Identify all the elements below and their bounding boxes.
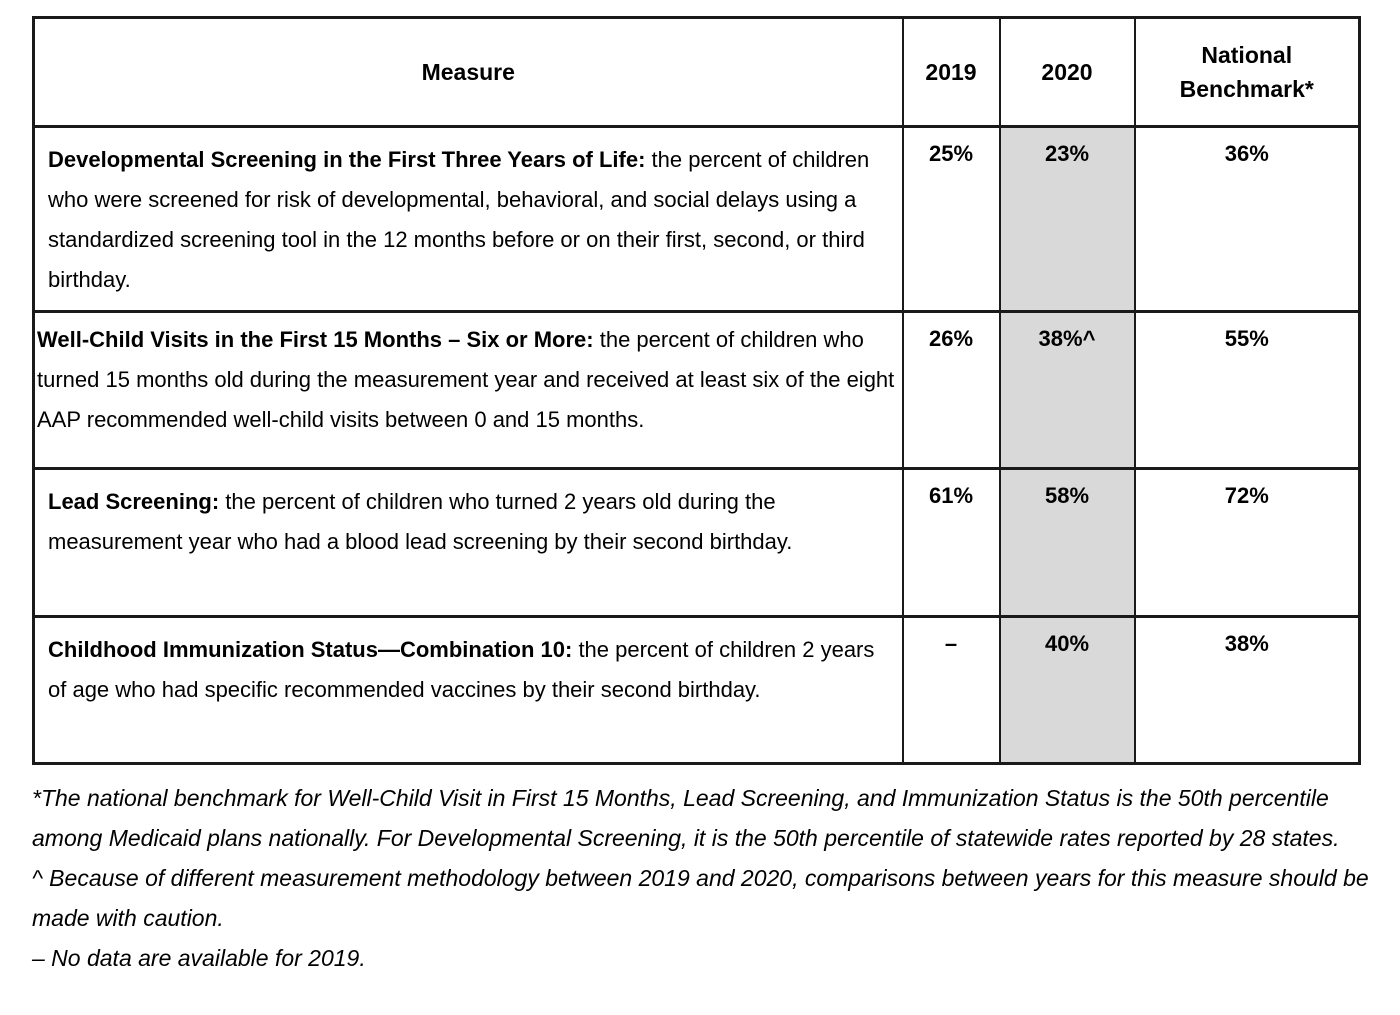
measure-description: the percent of children who turned 2 yea… — [48, 489, 793, 554]
value-2020: 58% — [998, 467, 1136, 618]
value-2019: 61% — [901, 467, 1001, 618]
report-page: Measure 2019 2020 National Benchmark* De… — [32, 16, 1382, 978]
value-2020: 38%^ — [998, 310, 1136, 470]
column-header-measure: Measure — [32, 16, 904, 128]
column-header-2020: 2020 — [998, 16, 1136, 128]
measure-cell: Well-Child Visits in the First 15 Months… — [32, 310, 904, 470]
measures-table: Measure 2019 2020 National Benchmark* De… — [32, 16, 1361, 765]
value-2019: – — [901, 615, 1001, 765]
footnote-methodology-caution: ^ Because of different measurement metho… — [32, 865, 1369, 931]
value-2019: 25% — [901, 125, 1001, 313]
header-row: Measure 2019 2020 National Benchmark* — [32, 16, 1361, 128]
table-row-lead-screening: Lead Screening: the percent of children … — [32, 467, 1361, 618]
measure-cell: Lead Screening: the percent of children … — [32, 467, 904, 618]
measure-description: the percent of children who turned 15 mo… — [37, 327, 895, 432]
value-2020: 23% — [998, 125, 1136, 313]
table-row-childhood-immunization: Childhood Immunization Status—Combinatio… — [32, 615, 1361, 765]
table-header: Measure 2019 2020 National Benchmark* — [32, 16, 1361, 128]
measure-title: Well-Child Visits in the First 15 Months… — [37, 327, 594, 352]
measure-title: Lead Screening: — [48, 489, 220, 514]
table-row-developmental-screening: Developmental Screening in the First Thr… — [32, 125, 1361, 313]
measure-title: Developmental Screening in the First Thr… — [48, 147, 646, 172]
measure-title: Childhood Immunization Status—Combinatio… — [48, 637, 573, 662]
value-benchmark: 72% — [1133, 467, 1361, 618]
column-header-2019: 2019 — [901, 16, 1001, 128]
measure-description: the percent of children who were screene… — [48, 147, 870, 292]
value-2020: 40% — [998, 615, 1136, 765]
column-header-national-benchmark: National Benchmark* — [1133, 16, 1361, 128]
value-benchmark: 38% — [1133, 615, 1361, 765]
table-row-well-child-visits: Well-Child Visits in the First 15 Months… — [32, 310, 1361, 470]
value-benchmark: 36% — [1133, 125, 1361, 313]
footnotes: *The national benchmark for Well-Child V… — [32, 778, 1382, 978]
table-body: Developmental Screening in the First Thr… — [32, 125, 1361, 765]
footnote-no-data-2019: – No data are available for 2019. — [32, 945, 366, 971]
measure-cell: Childhood Immunization Status—Combinatio… — [32, 615, 904, 765]
value-2019: 26% — [901, 310, 1001, 470]
footnote-national-benchmark: *The national benchmark for Well-Child V… — [32, 785, 1340, 851]
measure-description: the percent of children 2 years of age w… — [48, 637, 875, 702]
value-benchmark: 55% — [1133, 310, 1361, 470]
measure-cell: Developmental Screening in the First Thr… — [32, 125, 904, 313]
